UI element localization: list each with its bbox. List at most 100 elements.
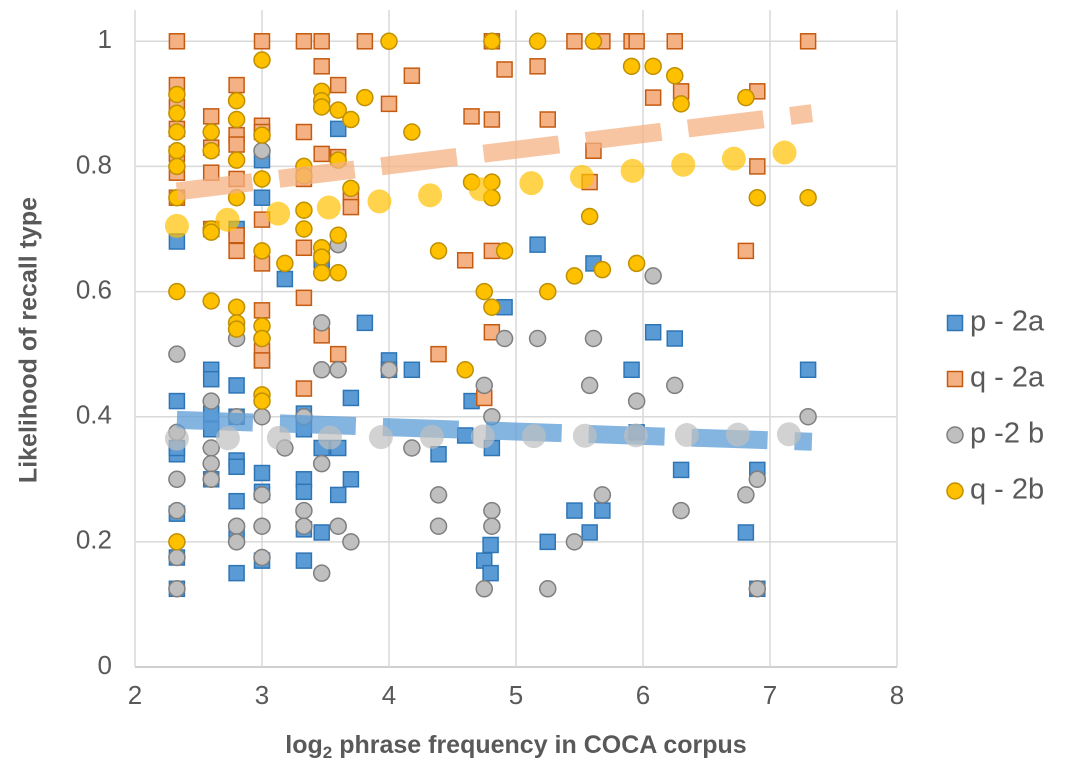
- point: [253, 329, 271, 348]
- point: [672, 95, 690, 113]
- point: [475, 580, 493, 598]
- point: [528, 32, 547, 51]
- y-tick-label: 0.4: [76, 400, 112, 430]
- point: [253, 548, 271, 567]
- x-tick-label: 5: [509, 680, 523, 710]
- point: [342, 110, 360, 129]
- point: [429, 486, 448, 504]
- point: [539, 282, 557, 301]
- point: [227, 320, 246, 338]
- point: [253, 51, 271, 69]
- point: [644, 57, 662, 76]
- point: [295, 501, 313, 520]
- point: [329, 517, 347, 535]
- point: [565, 533, 584, 551]
- point: [356, 314, 374, 332]
- point: [329, 264, 347, 282]
- x-tick-label: 4: [382, 680, 396, 710]
- point: [253, 170, 271, 188]
- point: [253, 242, 271, 260]
- point: [529, 58, 546, 75]
- point: [329, 226, 347, 245]
- point: [342, 533, 360, 551]
- point: [168, 501, 186, 520]
- trend-line: [175, 104, 814, 201]
- point: [627, 392, 646, 410]
- point: [463, 108, 480, 125]
- point: [168, 123, 186, 141]
- point: [580, 376, 599, 395]
- legend-marker: [946, 370, 964, 388]
- point: [253, 517, 271, 535]
- point: [380, 95, 398, 113]
- point: [666, 33, 683, 50]
- point: [168, 157, 186, 176]
- point: [168, 548, 186, 567]
- point: [580, 207, 599, 226]
- point: [539, 533, 556, 551]
- x-axis-title-part: phrase frequency in COCA corpus: [332, 731, 746, 759]
- point: [342, 389, 360, 407]
- point: [342, 179, 360, 198]
- point: [672, 461, 690, 479]
- point: [295, 123, 313, 141]
- point: [329, 345, 347, 363]
- point: [622, 57, 641, 76]
- legend-marker: [946, 482, 964, 500]
- trend-line: [176, 410, 813, 451]
- point: [202, 223, 220, 241]
- point: [295, 483, 313, 501]
- point: [627, 254, 646, 273]
- point: [644, 323, 662, 341]
- point: [799, 33, 817, 50]
- plot-area: [164, 32, 817, 598]
- point: [623, 361, 640, 379]
- point: [329, 486, 347, 504]
- point: [666, 330, 683, 347]
- point: [380, 32, 398, 51]
- point: [253, 302, 271, 319]
- point: [737, 88, 755, 107]
- point: [356, 33, 374, 50]
- point: [202, 108, 220, 125]
- point: [253, 464, 271, 482]
- legend-label: p - 2a: [970, 306, 1045, 338]
- point: [168, 142, 186, 160]
- point: [495, 242, 514, 260]
- point: [456, 361, 474, 379]
- point: [253, 486, 271, 504]
- point: [666, 376, 684, 395]
- point: [227, 533, 246, 551]
- point: [168, 392, 186, 410]
- y-tick-label: 1: [98, 24, 112, 54]
- point: [482, 536, 499, 554]
- point: [253, 189, 271, 206]
- point: [593, 486, 612, 504]
- point: [168, 470, 186, 489]
- point: [313, 524, 330, 541]
- point: [276, 270, 294, 288]
- point: [253, 352, 271, 369]
- y-axis-title: Likelihood of recall type: [15, 197, 43, 483]
- point: [748, 470, 767, 489]
- point: [227, 110, 246, 129]
- point: [565, 267, 584, 285]
- point: [799, 188, 817, 207]
- point: [228, 242, 245, 260]
- point: [799, 361, 817, 379]
- x-tick-label: 8: [890, 680, 904, 710]
- point: [566, 33, 583, 50]
- point: [737, 242, 755, 260]
- point: [168, 33, 186, 50]
- point: [584, 329, 603, 348]
- point: [313, 145, 330, 163]
- point: [799, 407, 817, 426]
- point: [312, 314, 331, 332]
- point: [495, 329, 514, 348]
- legend-marker: [946, 314, 964, 332]
- point: [202, 392, 220, 410]
- point: [228, 136, 245, 153]
- point: [295, 380, 313, 397]
- point: [456, 427, 474, 444]
- x-axis-title-subscript: 2: [323, 743, 332, 762]
